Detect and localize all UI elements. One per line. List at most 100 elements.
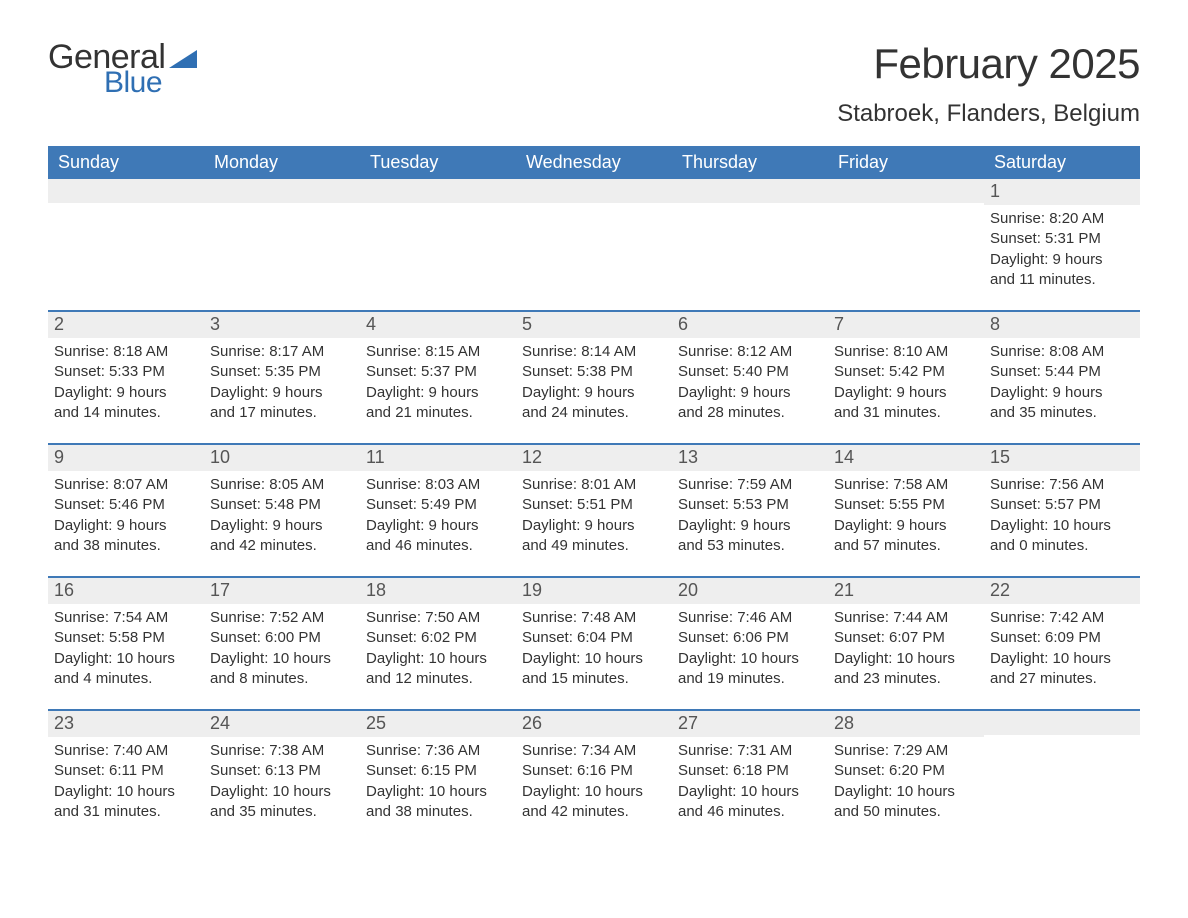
day-details: Sunrise: 8:10 AMSunset: 5:42 PMDaylight:… [828,338,984,431]
calendar-cell: 2Sunrise: 8:18 AMSunset: 5:33 PMDaylight… [48,312,204,431]
calendar-day-header: Sunday Monday Tuesday Wednesday Thursday… [48,146,1140,179]
day-details: Sunrise: 7:58 AMSunset: 5:55 PMDaylight:… [828,471,984,564]
day1-text: Daylight: 9 hours [210,516,354,536]
brand-logo: General Blue [48,40,197,98]
calendar-cell: 6Sunrise: 8:12 AMSunset: 5:40 PMDaylight… [672,312,828,431]
day1-text: Daylight: 10 hours [678,649,822,669]
sunrise-text: Sunrise: 7:56 AM [990,475,1134,495]
sunset-text: Sunset: 6:16 PM [522,761,666,781]
sunrise-text: Sunrise: 7:52 AM [210,608,354,628]
calendar-cell: 18Sunrise: 7:50 AMSunset: 6:02 PMDayligh… [360,578,516,697]
day2-text: and 57 minutes. [834,536,978,556]
day1-text: Daylight: 9 hours [366,383,510,403]
day2-text: and 15 minutes. [522,669,666,689]
day-details: Sunrise: 8:15 AMSunset: 5:37 PMDaylight:… [360,338,516,431]
day-number: 11 [360,445,516,471]
sunrise-text: Sunrise: 8:07 AM [54,475,198,495]
day-details: Sunrise: 7:42 AMSunset: 6:09 PMDaylight:… [984,604,1140,697]
day-details: Sunrise: 8:05 AMSunset: 5:48 PMDaylight:… [204,471,360,564]
day-number: 5 [516,312,672,338]
day-number: 7 [828,312,984,338]
day2-text: and 50 minutes. [834,802,978,822]
day1-text: Daylight: 10 hours [210,649,354,669]
sunrise-text: Sunrise: 8:01 AM [522,475,666,495]
day-details: Sunrise: 8:03 AMSunset: 5:49 PMDaylight:… [360,471,516,564]
day-header: Friday [828,146,984,179]
day-number: 26 [516,711,672,737]
day-details: Sunrise: 7:44 AMSunset: 6:07 PMDaylight:… [828,604,984,697]
day2-text: and 14 minutes. [54,403,198,423]
day-details: Sunrise: 7:52 AMSunset: 6:00 PMDaylight:… [204,604,360,697]
day-number: 16 [48,578,204,604]
calendar-cell: 5Sunrise: 8:14 AMSunset: 5:38 PMDaylight… [516,312,672,431]
sunset-text: Sunset: 6:20 PM [834,761,978,781]
day-number [672,179,828,203]
day-number: 20 [672,578,828,604]
day-number: 24 [204,711,360,737]
calendar-cell: 28Sunrise: 7:29 AMSunset: 6:20 PMDayligh… [828,711,984,830]
day2-text: and 4 minutes. [54,669,198,689]
sunset-text: Sunset: 6:15 PM [366,761,510,781]
day-details: Sunrise: 8:17 AMSunset: 5:35 PMDaylight:… [204,338,360,431]
day-details: Sunrise: 8:07 AMSunset: 5:46 PMDaylight:… [48,471,204,564]
calendar-week-row: 23Sunrise: 7:40 AMSunset: 6:11 PMDayligh… [48,709,1140,830]
sunset-text: Sunset: 5:51 PM [522,495,666,515]
calendar: Sunday Monday Tuesday Wednesday Thursday… [48,146,1140,830]
day-header: Wednesday [516,146,672,179]
day1-text: Daylight: 9 hours [678,516,822,536]
sunrise-text: Sunrise: 7:59 AM [678,475,822,495]
calendar-cell: 20Sunrise: 7:46 AMSunset: 6:06 PMDayligh… [672,578,828,697]
day-details: Sunrise: 8:01 AMSunset: 5:51 PMDaylight:… [516,471,672,564]
sunset-text: Sunset: 5:31 PM [990,229,1134,249]
day-details: Sunrise: 7:54 AMSunset: 5:58 PMDaylight:… [48,604,204,697]
calendar-cell: 19Sunrise: 7:48 AMSunset: 6:04 PMDayligh… [516,578,672,697]
calendar-cell: 8Sunrise: 8:08 AMSunset: 5:44 PMDaylight… [984,312,1140,431]
day2-text: and 31 minutes. [834,403,978,423]
day-number: 23 [48,711,204,737]
day2-text: and 23 minutes. [834,669,978,689]
day-number: 27 [672,711,828,737]
sunset-text: Sunset: 6:13 PM [210,761,354,781]
calendar-cell [204,179,360,298]
day2-text: and 27 minutes. [990,669,1134,689]
calendar-cell: 13Sunrise: 7:59 AMSunset: 5:53 PMDayligh… [672,445,828,564]
day2-text: and 49 minutes. [522,536,666,556]
calendar-cell: 16Sunrise: 7:54 AMSunset: 5:58 PMDayligh… [48,578,204,697]
sunset-text: Sunset: 5:58 PM [54,628,198,648]
day1-text: Daylight: 9 hours [678,383,822,403]
day-number [360,179,516,203]
day-header: Tuesday [360,146,516,179]
day2-text: and 38 minutes. [366,802,510,822]
day1-text: Daylight: 9 hours [990,250,1134,270]
day-number: 2 [48,312,204,338]
sunrise-text: Sunrise: 8:08 AM [990,342,1134,362]
sunrise-text: Sunrise: 7:58 AM [834,475,978,495]
day1-text: Daylight: 9 hours [366,516,510,536]
day-details: Sunrise: 7:36 AMSunset: 6:15 PMDaylight:… [360,737,516,830]
sunrise-text: Sunrise: 7:34 AM [522,741,666,761]
sunrise-text: Sunrise: 8:17 AM [210,342,354,362]
day1-text: Daylight: 10 hours [834,782,978,802]
day-header: Saturday [984,146,1140,179]
sunset-text: Sunset: 6:18 PM [678,761,822,781]
sunrise-text: Sunrise: 7:31 AM [678,741,822,761]
day-details: Sunrise: 8:08 AMSunset: 5:44 PMDaylight:… [984,338,1140,431]
day-number: 18 [360,578,516,604]
day-details: Sunrise: 7:29 AMSunset: 6:20 PMDaylight:… [828,737,984,830]
calendar-cell [516,179,672,298]
day2-text: and 12 minutes. [366,669,510,689]
day2-text: and 38 minutes. [54,536,198,556]
day-details: Sunrise: 7:38 AMSunset: 6:13 PMDaylight:… [204,737,360,830]
day2-text: and 53 minutes. [678,536,822,556]
day-number: 1 [984,179,1140,205]
day-number: 12 [516,445,672,471]
calendar-cell: 1Sunrise: 8:20 AMSunset: 5:31 PMDaylight… [984,179,1140,298]
calendar-cell: 25Sunrise: 7:36 AMSunset: 6:15 PMDayligh… [360,711,516,830]
sunset-text: Sunset: 5:57 PM [990,495,1134,515]
day1-text: Daylight: 10 hours [210,782,354,802]
day2-text: and 8 minutes. [210,669,354,689]
calendar-cell [360,179,516,298]
day-number [828,179,984,203]
day-details: Sunrise: 7:40 AMSunset: 6:11 PMDaylight:… [48,737,204,830]
sunset-text: Sunset: 6:11 PM [54,761,198,781]
